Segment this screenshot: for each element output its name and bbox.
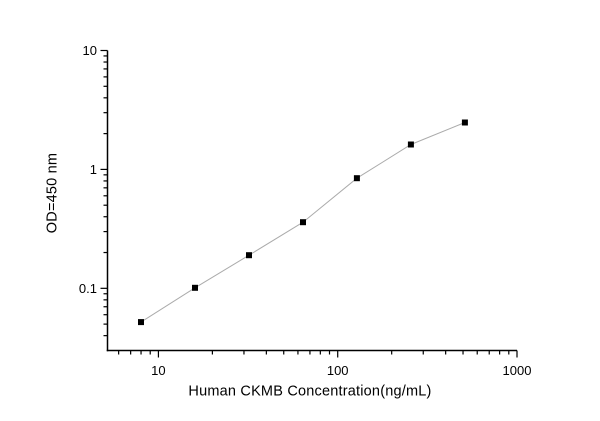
series-layer [138, 119, 468, 326]
x-tick-label: 10 [151, 363, 165, 378]
data-point-marker [461, 119, 468, 126]
y-tick-label: 0.1 [79, 281, 97, 296]
axes-layer [100, 49, 518, 358]
y-tick-label: 10 [83, 43, 97, 58]
data-point-marker [407, 141, 414, 148]
x-tick-label: 1000 [503, 363, 532, 378]
data-point-marker [353, 175, 360, 182]
y-tick-label: 1 [90, 162, 97, 177]
data-point-marker [246, 252, 252, 259]
data-point-marker [138, 319, 144, 326]
x-tick-label: 100 [327, 363, 349, 378]
data-point-marker [300, 219, 306, 226]
y-axis-title: OD=450 nm [45, 153, 61, 233]
data-point-marker [192, 284, 198, 291]
x-axis-title: Human CKMB Concentration(ng/mL) [188, 384, 431, 400]
tick-label-layer: 10 100 1000 0.1 1 10 [79, 43, 532, 378]
